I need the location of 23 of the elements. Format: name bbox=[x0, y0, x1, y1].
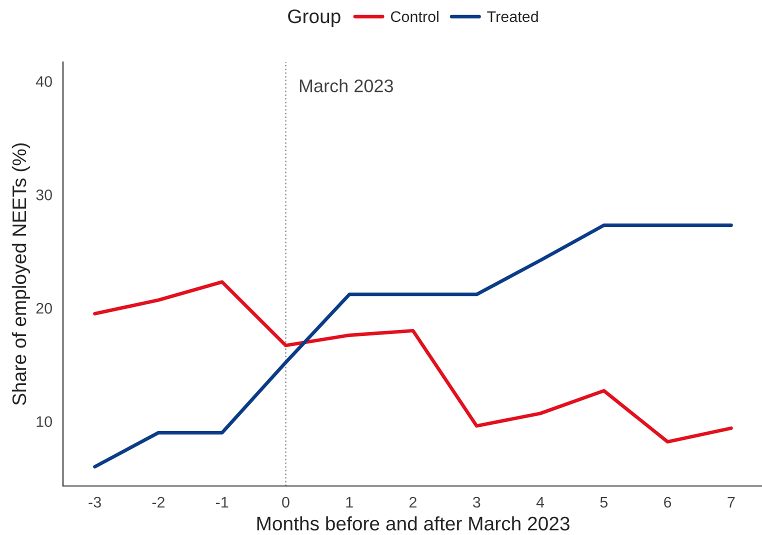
line-series bbox=[93, 224, 733, 468]
y-tick-label: 40 bbox=[36, 76, 52, 87]
line-series bbox=[93, 280, 733, 444]
y-tick-label: 30 bbox=[36, 190, 52, 200]
y-tick-label: 10 bbox=[36, 416, 52, 428]
x-tick-label: 1 bbox=[346, 496, 353, 508]
x-tick-label: -1 bbox=[216, 496, 228, 508]
legend-title: Group bbox=[288, 9, 340, 28]
ref-line-label: March 2023 bbox=[300, 79, 394, 92]
x-tick-label: 4 bbox=[536, 496, 544, 508]
x-tick-label: 0 bbox=[282, 496, 290, 508]
legend-label: Control bbox=[390, 10, 438, 22]
x-tick-label: 5 bbox=[600, 496, 608, 508]
x-tick-label: -3 bbox=[88, 496, 101, 508]
x-tick-label: -2 bbox=[152, 496, 164, 508]
y-tick-label: 20 bbox=[36, 302, 52, 314]
x-tick-label: 3 bbox=[472, 496, 480, 508]
x-tick-label: 6 bbox=[664, 496, 672, 508]
x-tick-label: 2 bbox=[410, 496, 416, 508]
x-axis-title: Months before and after March 2023 bbox=[257, 516, 570, 530]
x-tick-label: 7 bbox=[728, 496, 735, 508]
legend-label: Treated bbox=[487, 10, 538, 22]
y-axis-title: Share of employed NEETs (%) bbox=[12, 143, 30, 405]
